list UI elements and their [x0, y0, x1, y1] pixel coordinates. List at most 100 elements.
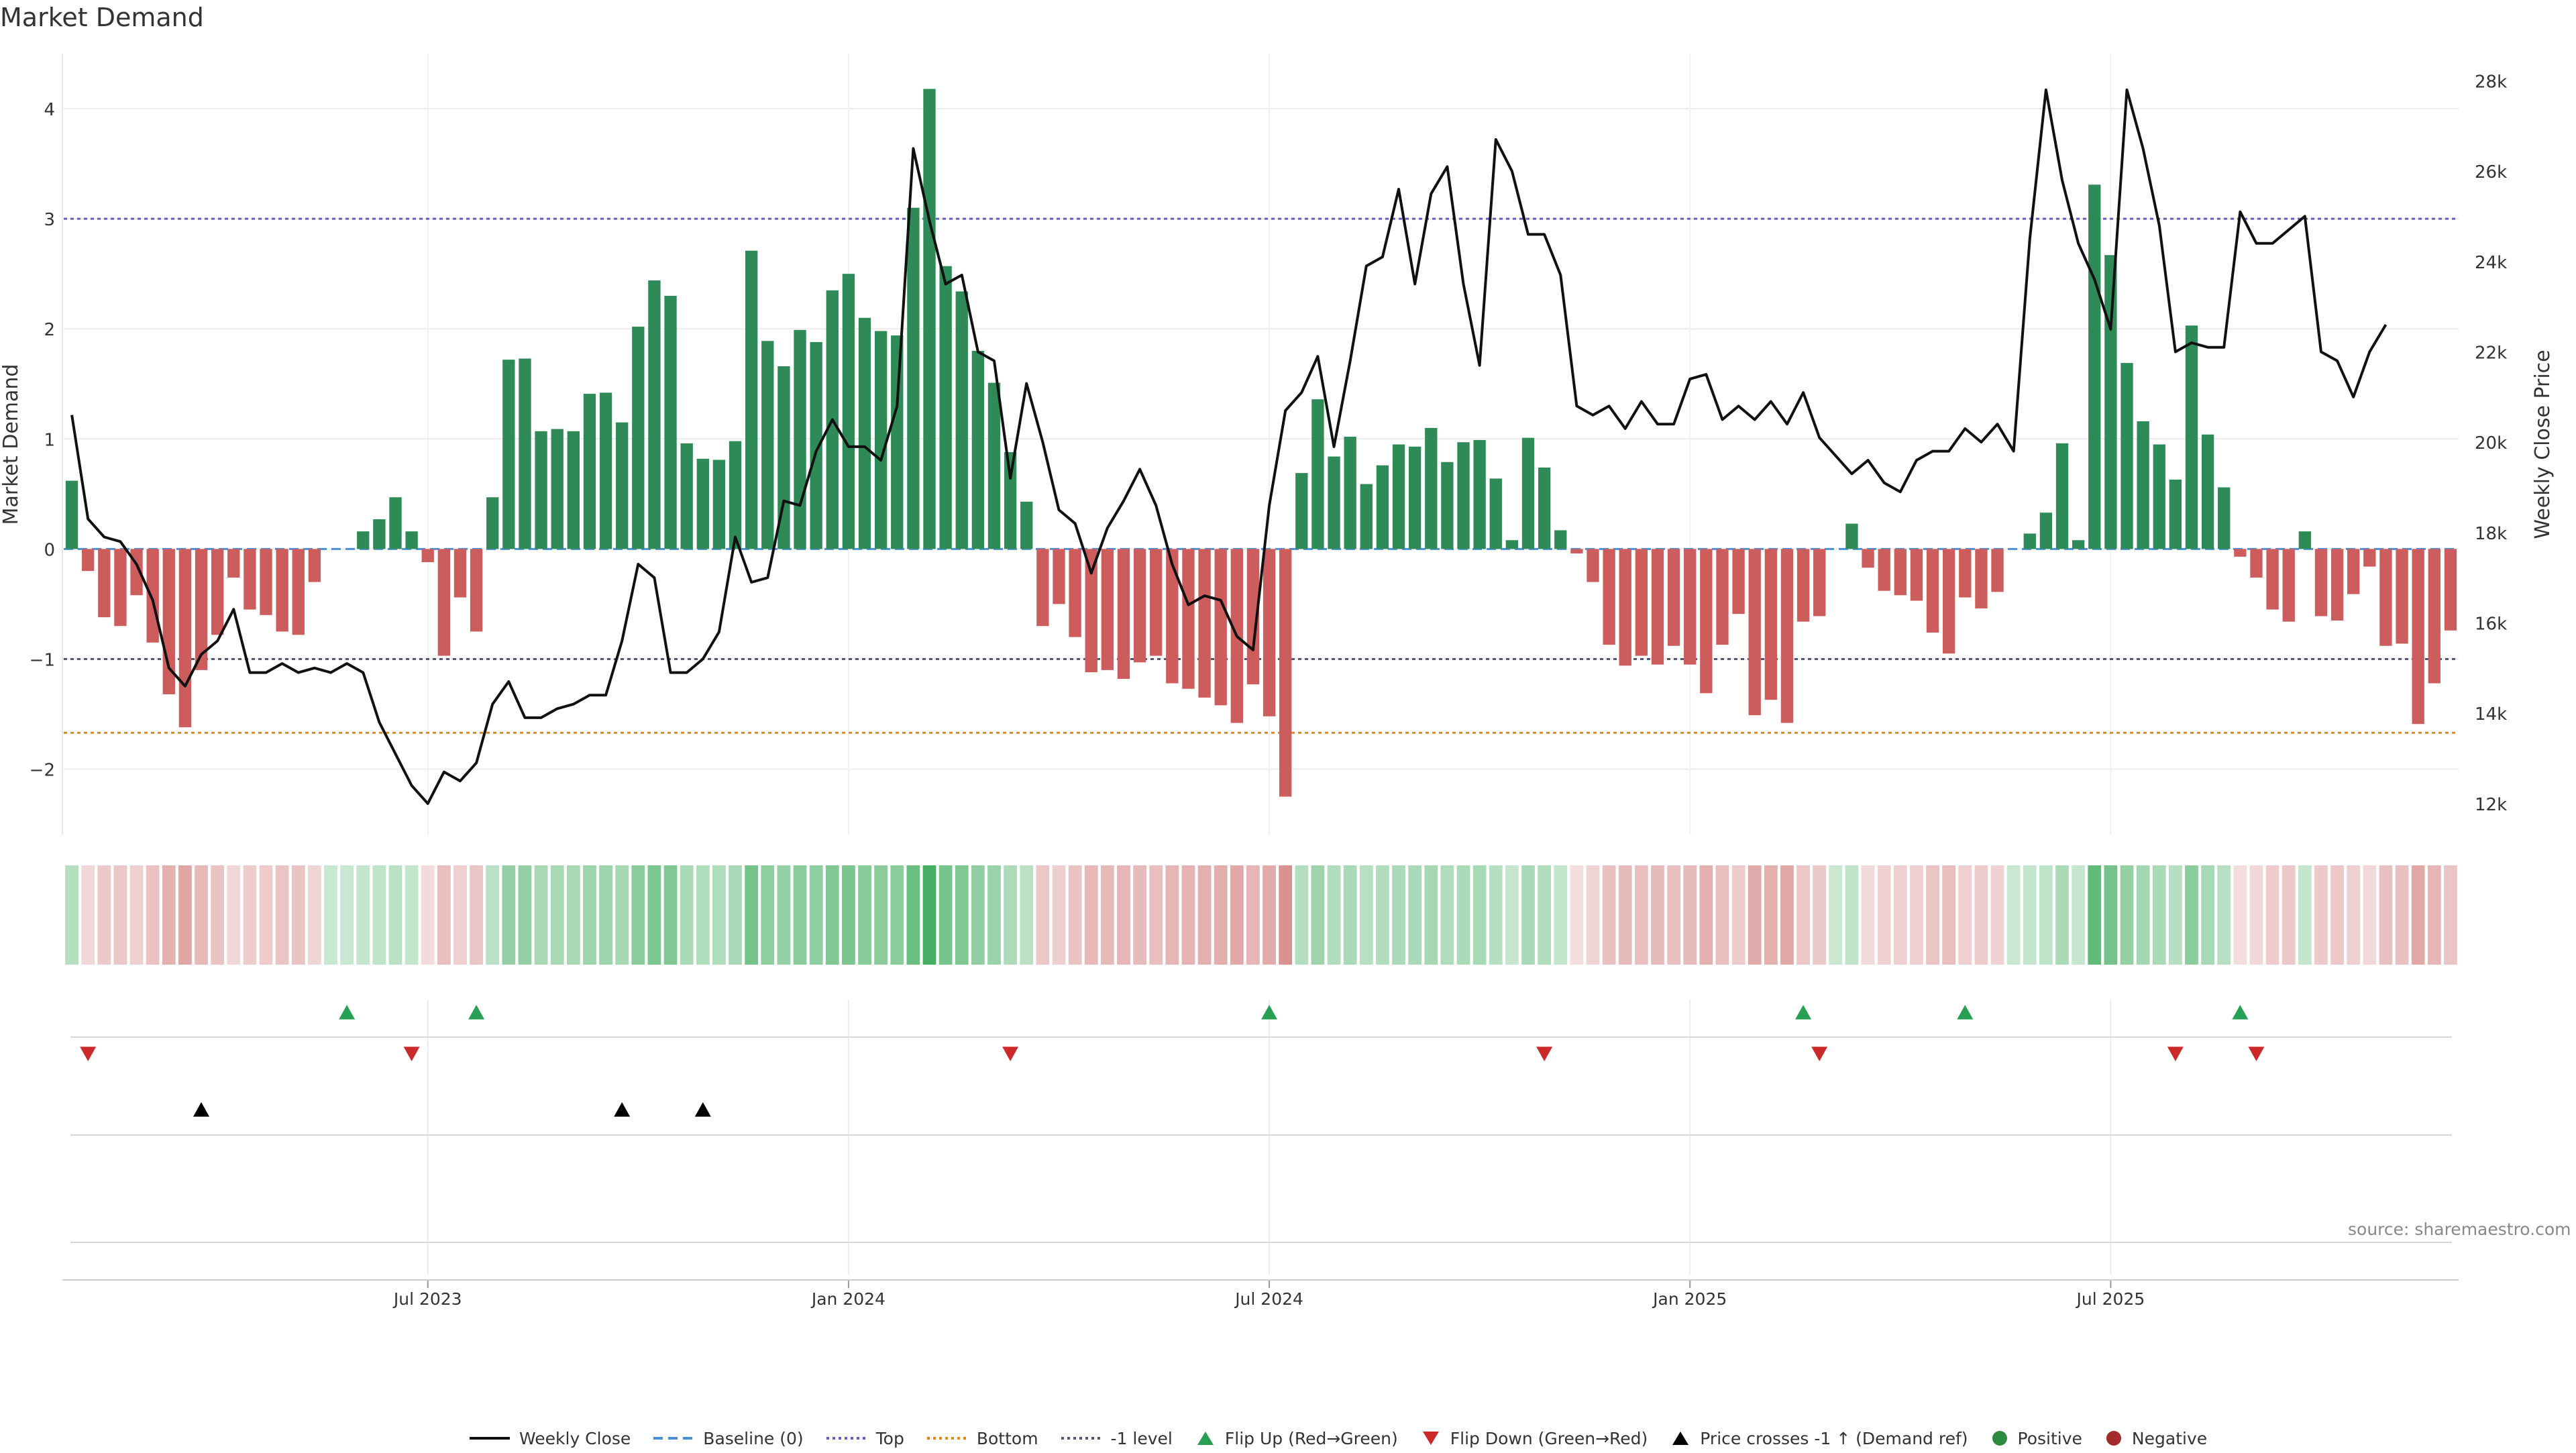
demand-bar [971, 351, 985, 549]
heat-strip-cell [2072, 865, 2086, 965]
heat-strip-cell [518, 865, 532, 965]
demand-bar [2088, 184, 2101, 549]
demand-bar [1538, 467, 1551, 549]
heat-strip [65, 865, 2457, 965]
demand-bar [616, 422, 629, 549]
legend-swatch-icon [926, 1437, 967, 1440]
heat-strip-cell [2120, 865, 2134, 965]
heat-strip-cell [2185, 865, 2198, 965]
demand-bar [664, 295, 677, 549]
legend-swatch-icon [1422, 1432, 1439, 1445]
legend-label: Positive [2017, 1428, 2082, 1448]
heat-strip-cell [906, 865, 920, 965]
flip-up-marker [1261, 1005, 1278, 1020]
demand-bar [502, 360, 515, 549]
heat-strip-cell [761, 865, 775, 965]
y2-tick-label: 18k [2475, 524, 2507, 544]
demand-bar [1263, 549, 1276, 716]
demand-bar [1926, 549, 1939, 633]
legend-item: Baseline (0) [653, 1429, 804, 1448]
demand-bar [389, 497, 402, 549]
x-tick-label: Jul 2025 [2076, 1289, 2145, 1309]
heat-strip-cell [1295, 865, 1309, 965]
demand-bar [308, 549, 321, 582]
demand-bar [2137, 421, 2149, 549]
heat-strip-cell [2233, 865, 2247, 965]
demand-bar [211, 549, 224, 635]
heat-strip-cell [2039, 865, 2053, 965]
heat-strip-cell [1651, 865, 1664, 965]
heat-strip-cell [2363, 865, 2377, 965]
legend-swatch-icon [1992, 1431, 2007, 1446]
heat-strip-cell [307, 865, 321, 965]
heat-strip-cell [1731, 865, 1746, 965]
heat-strip-cell [162, 865, 176, 965]
legend-swatch-icon [1197, 1432, 1214, 1445]
demand-bar [2379, 549, 2392, 646]
heat-strip-cell [1392, 865, 1405, 965]
heat-strip-cell [2006, 865, 2021, 965]
demand-bar [1910, 549, 1923, 601]
demand-bar [761, 341, 774, 549]
demand-bar [1489, 478, 1502, 549]
heat-strip-cell [874, 865, 888, 965]
demand-bar [2055, 443, 2069, 549]
demand-bar [1619, 549, 1631, 666]
legend-item: Price crosses -1 ↑ (Demand ref) [1670, 1429, 1968, 1448]
y-tick-label: 1 [44, 430, 55, 450]
demand-bar [1587, 549, 1599, 582]
heat-strip-cell [1699, 865, 1713, 965]
y-tick-label: 3 [44, 210, 55, 230]
demand-bar [2330, 549, 2344, 621]
heat-strip-cell [2152, 865, 2166, 965]
heat-strip-cell [421, 865, 435, 965]
legend: Weekly Close Baseline (0) Top Bottom -1 leve… [470, 1423, 2230, 1453]
demand-bar [1085, 549, 1097, 673]
flip-down-marker [2167, 1046, 2184, 1061]
heat-strip-cell [2168, 865, 2182, 965]
price-cross-marker [193, 1102, 210, 1117]
demand-bar [891, 335, 904, 549]
demand-bar [1182, 549, 1195, 689]
heat-strip-cell [1554, 865, 1568, 965]
demand-bar [1943, 549, 1955, 654]
heat-strip-cell [275, 865, 289, 965]
legend-item: Top [826, 1429, 904, 1448]
demand-bar [1603, 549, 1615, 645]
demand-bar [519, 358, 531, 549]
legend-label: Negative [2131, 1428, 2208, 1448]
demand-bar [2153, 444, 2165, 549]
price-line-layer [70, 88, 2387, 805]
demand-bar [535, 431, 547, 549]
heat-strip-cell [1780, 865, 1794, 965]
y-tick-label: −2 [30, 761, 55, 781]
heat-strip-cell [1845, 865, 1859, 965]
heat-strip-cell [1359, 865, 1373, 965]
heat-strip-cell [291, 865, 305, 965]
event-markers [80, 1005, 2265, 1117]
demand-bar [1425, 427, 1438, 549]
demand-bar [1667, 549, 1680, 646]
heat-strip-cell [1133, 865, 1146, 965]
heat-strip-cell [372, 865, 386, 965]
flip-down-marker [1536, 1046, 1553, 1061]
demand-bar [599, 392, 612, 549]
heat-strip-cell [1990, 865, 2004, 965]
heat-strip-cell [1634, 865, 1648, 965]
demand-bar [357, 531, 370, 549]
demand-bar [244, 549, 256, 610]
heat-strip-cell [1068, 865, 1082, 965]
demand-bar [2169, 480, 2182, 549]
demand-bar [810, 341, 822, 549]
heat-strip-cell [2023, 865, 2037, 965]
demand-bar [2444, 549, 2457, 631]
heat-strip-cell [129, 865, 144, 965]
legend-item: Positive [1991, 1429, 2082, 1448]
y-axis-label: Market Demand [0, 364, 23, 525]
heat-strip-cell [550, 865, 564, 965]
legend-label: Price crosses -1 ↑ (Demand ref) [1700, 1428, 1968, 1448]
heat-strip-cell [858, 865, 871, 965]
heat-strip-cell [178, 865, 192, 965]
demand-bar [1684, 549, 1697, 665]
heat-strip-cell [1796, 865, 1810, 965]
